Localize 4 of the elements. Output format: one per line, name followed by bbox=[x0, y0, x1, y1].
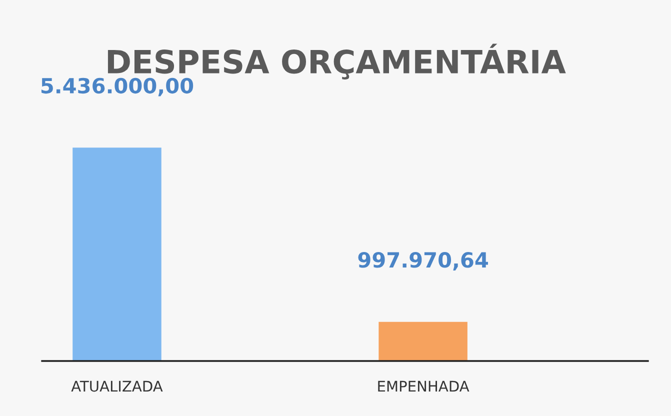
data-label: 997.970,64 bbox=[358, 252, 488, 270]
x-tick-label: EMPENHADA bbox=[378, 380, 470, 392]
data-label: 5.436.000,00 bbox=[41, 78, 194, 96]
x-tick-label: ATUALIZADA bbox=[71, 380, 163, 392]
